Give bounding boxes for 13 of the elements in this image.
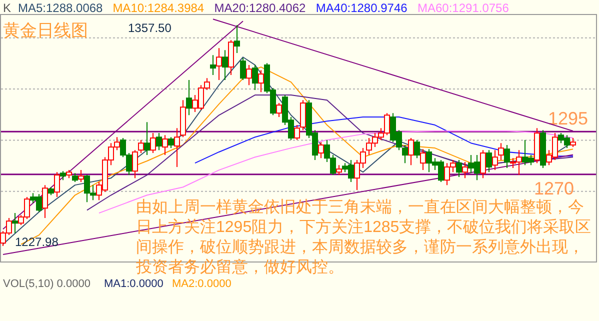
ref-line-label: 1295 xyxy=(548,108,588,129)
text: MA10:1284.3984 xyxy=(112,1,204,15)
annotation: K xyxy=(3,1,12,15)
text: VOL(5,10) 0.0000 xyxy=(3,278,90,290)
text: MA20:1280.4062 xyxy=(214,1,306,15)
text: MA2:0.0000 xyxy=(172,278,232,290)
text: MA5:1288.0068 xyxy=(18,1,104,15)
text: MA1:0.0000 xyxy=(104,278,164,290)
text: MA60:1291.0756 xyxy=(418,1,510,15)
text: MA40:1280.9746 xyxy=(316,1,408,15)
chart-title: 黄金日线图 xyxy=(3,21,88,40)
ref-line-label: 1270 xyxy=(534,178,574,198)
annotation: 1357.50 xyxy=(128,21,172,35)
